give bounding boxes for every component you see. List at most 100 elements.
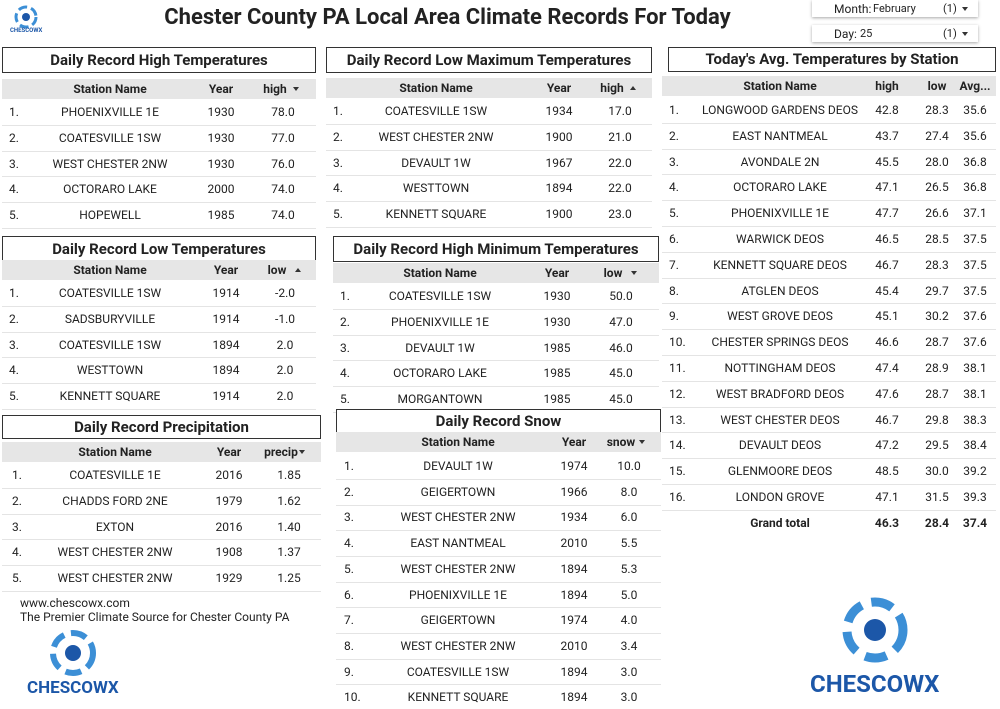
column-header: Avg... bbox=[959, 79, 991, 93]
table-row bbox=[2, 515, 321, 541]
table-row bbox=[662, 176, 996, 202]
filter-label: Day: bbox=[834, 27, 857, 41]
table-cell: 76.0 bbox=[271, 156, 295, 171]
table-row bbox=[662, 382, 996, 408]
table-cell: 2016 bbox=[215, 519, 243, 534]
row-number: 9. bbox=[669, 309, 679, 324]
table-row bbox=[2, 152, 316, 178]
column-header: Year bbox=[216, 445, 242, 459]
row-number: 2. bbox=[340, 314, 350, 329]
logo-icon bbox=[842, 597, 908, 663]
page-title: Chester County PA Local Area Climate Rec… bbox=[164, 5, 731, 30]
table-cell: 48.5 bbox=[875, 464, 899, 479]
table-cell: 47.2 bbox=[875, 438, 899, 453]
table-row bbox=[336, 454, 661, 480]
header-row bbox=[2, 79, 316, 99]
table-cell: 77.0 bbox=[271, 130, 295, 145]
column-header: Year bbox=[546, 81, 572, 95]
column-header: Station Name bbox=[403, 266, 477, 280]
row-number: 2. bbox=[333, 129, 343, 144]
row-number: 12. bbox=[669, 386, 686, 401]
table-cell: 74.0 bbox=[271, 208, 295, 222]
table-cell: 37.5 bbox=[963, 257, 987, 272]
table-cell: CHADDS FORD 2NE bbox=[62, 493, 168, 508]
logo-text: CHESCOWX bbox=[810, 670, 940, 698]
tagline: The Premier Climate Source for Chester C… bbox=[20, 610, 290, 624]
table-cell: OCTORARO LAKE bbox=[733, 180, 827, 195]
table-cell: 3.0 bbox=[620, 690, 638, 705]
table-cell: 1.62 bbox=[277, 493, 301, 508]
row-number: 1. bbox=[669, 103, 679, 117]
table-cell: 17.0 bbox=[608, 104, 632, 118]
filter-value: February bbox=[873, 2, 916, 15]
table-cell: EAST NANTMEAL bbox=[410, 536, 506, 551]
table-cell: 22.0 bbox=[608, 181, 632, 196]
column-header: Year bbox=[208, 82, 234, 96]
row-number: 10. bbox=[344, 690, 361, 705]
row-number: 3. bbox=[9, 156, 19, 171]
table-row bbox=[2, 463, 321, 489]
table-cell: AVONDALE 2N bbox=[740, 154, 820, 169]
table-cell: 29.7 bbox=[925, 283, 949, 298]
table-row bbox=[336, 583, 661, 609]
filter-dropdown[interactable] bbox=[812, 25, 978, 42]
table-cell: DEVAULT DEOS bbox=[738, 438, 822, 453]
row-number: 2. bbox=[9, 311, 19, 326]
row-number: 3. bbox=[12, 519, 22, 534]
table-row bbox=[2, 540, 321, 567]
table-cell: EXTON bbox=[95, 519, 135, 534]
table-row bbox=[333, 361, 659, 388]
table-cell: MORGANTOWN bbox=[397, 392, 483, 406]
table-cell: GLENMOORE DEOS bbox=[727, 464, 833, 479]
sort-icon bbox=[631, 271, 637, 275]
table-cell: 37.6 bbox=[963, 335, 987, 350]
table-cell: COATESVILLE 1SW bbox=[406, 664, 510, 679]
table-cell: 1.37 bbox=[277, 545, 301, 560]
table-cell: PHOENIXVILLE 1E bbox=[731, 206, 829, 221]
table-cell: 38.1 bbox=[963, 386, 987, 401]
filter-value: 25 bbox=[860, 27, 873, 40]
table-cell: 47.1 bbox=[875, 180, 899, 195]
table-cell: PHOENIXVILLE 1E bbox=[61, 105, 159, 119]
row-number: 13. bbox=[669, 412, 686, 427]
table-cell: 1934 bbox=[545, 104, 573, 118]
table-cell: 1966 bbox=[560, 484, 588, 499]
table-cell: GEIGERTOWN bbox=[420, 484, 496, 499]
table-cell: 1.85 bbox=[277, 468, 301, 482]
table-row bbox=[662, 305, 996, 331]
table-cell: DEVAULT 1W bbox=[423, 459, 493, 473]
row-number: 3. bbox=[669, 154, 679, 169]
table-cell: 46.7 bbox=[875, 412, 899, 427]
table-cell: CHESTER SPRINGS DEOS bbox=[711, 335, 849, 350]
row-number: 3. bbox=[344, 510, 354, 525]
table-cell: 4.0 bbox=[620, 613, 638, 628]
row-number: 5. bbox=[669, 206, 679, 221]
table-cell: 43.7 bbox=[875, 128, 899, 143]
table-cell: 46.0 bbox=[609, 340, 633, 355]
row-number: 5. bbox=[333, 207, 343, 221]
row-number: 14. bbox=[669, 438, 686, 453]
table-cell: 1985 bbox=[543, 366, 571, 381]
row-number: 3. bbox=[340, 340, 350, 355]
row-number: 6. bbox=[669, 232, 679, 246]
table-cell: 36.8 bbox=[963, 180, 987, 195]
table-cell: PHOENIXVILLE 1E bbox=[409, 587, 507, 602]
table-cell: 42.8 bbox=[875, 103, 899, 117]
column-header: Year bbox=[544, 266, 570, 280]
table-cell: 38.4 bbox=[963, 438, 987, 453]
filter-dropdown[interactable] bbox=[812, 0, 978, 17]
table-cell: 1894 bbox=[560, 690, 588, 705]
row-number: 6. bbox=[344, 587, 354, 602]
column-header: Year bbox=[213, 263, 239, 277]
table-cell: GEIGERTOWN bbox=[420, 613, 496, 628]
table-row bbox=[336, 608, 661, 635]
table-cell: 36.8 bbox=[963, 154, 987, 169]
row-number: 10. bbox=[669, 335, 686, 350]
column-header: high bbox=[875, 79, 899, 93]
table-cell: COATESVILLE 1SW bbox=[388, 289, 492, 303]
sort-icon bbox=[299, 450, 305, 454]
table-cell: 1894 bbox=[545, 181, 573, 196]
table-cell: 1930 bbox=[543, 289, 571, 303]
total-value: 46.3 bbox=[874, 516, 900, 530]
table-cell: 28.5 bbox=[925, 232, 949, 246]
